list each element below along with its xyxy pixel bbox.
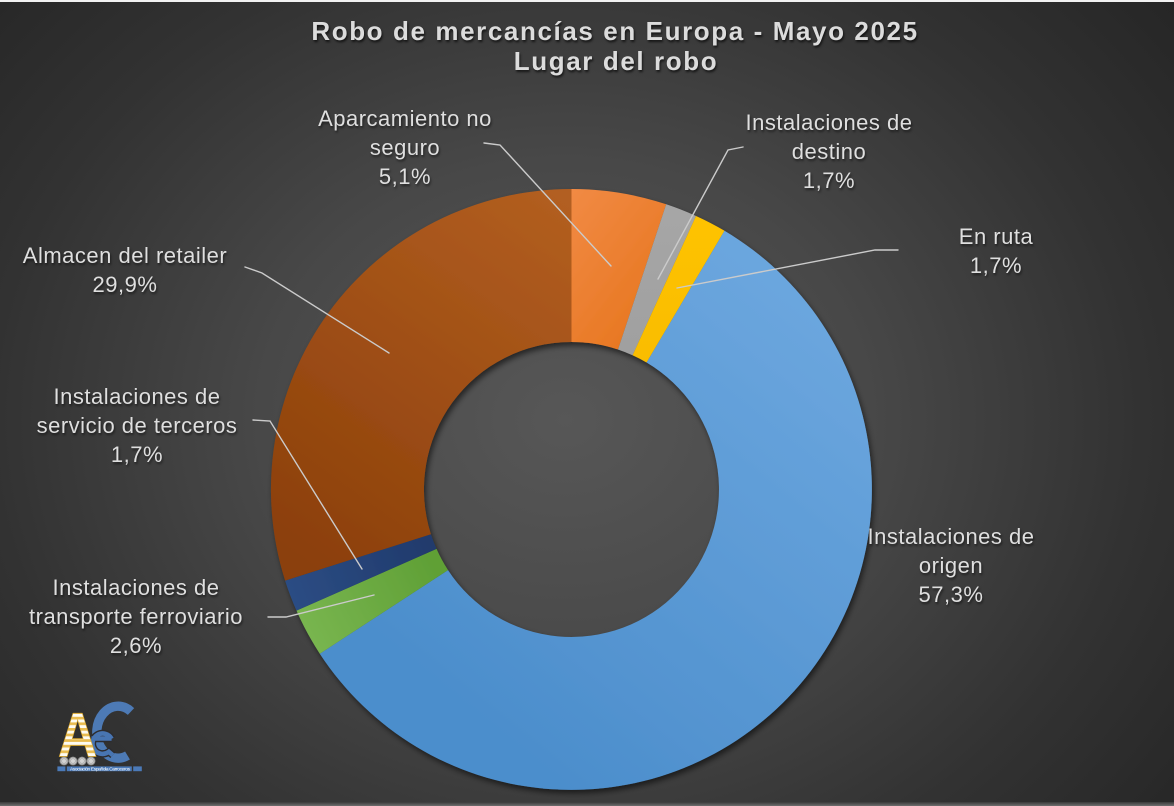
svg-text:Asociación Española Carroceros: Asociación Española Carroceros [70,767,131,773]
